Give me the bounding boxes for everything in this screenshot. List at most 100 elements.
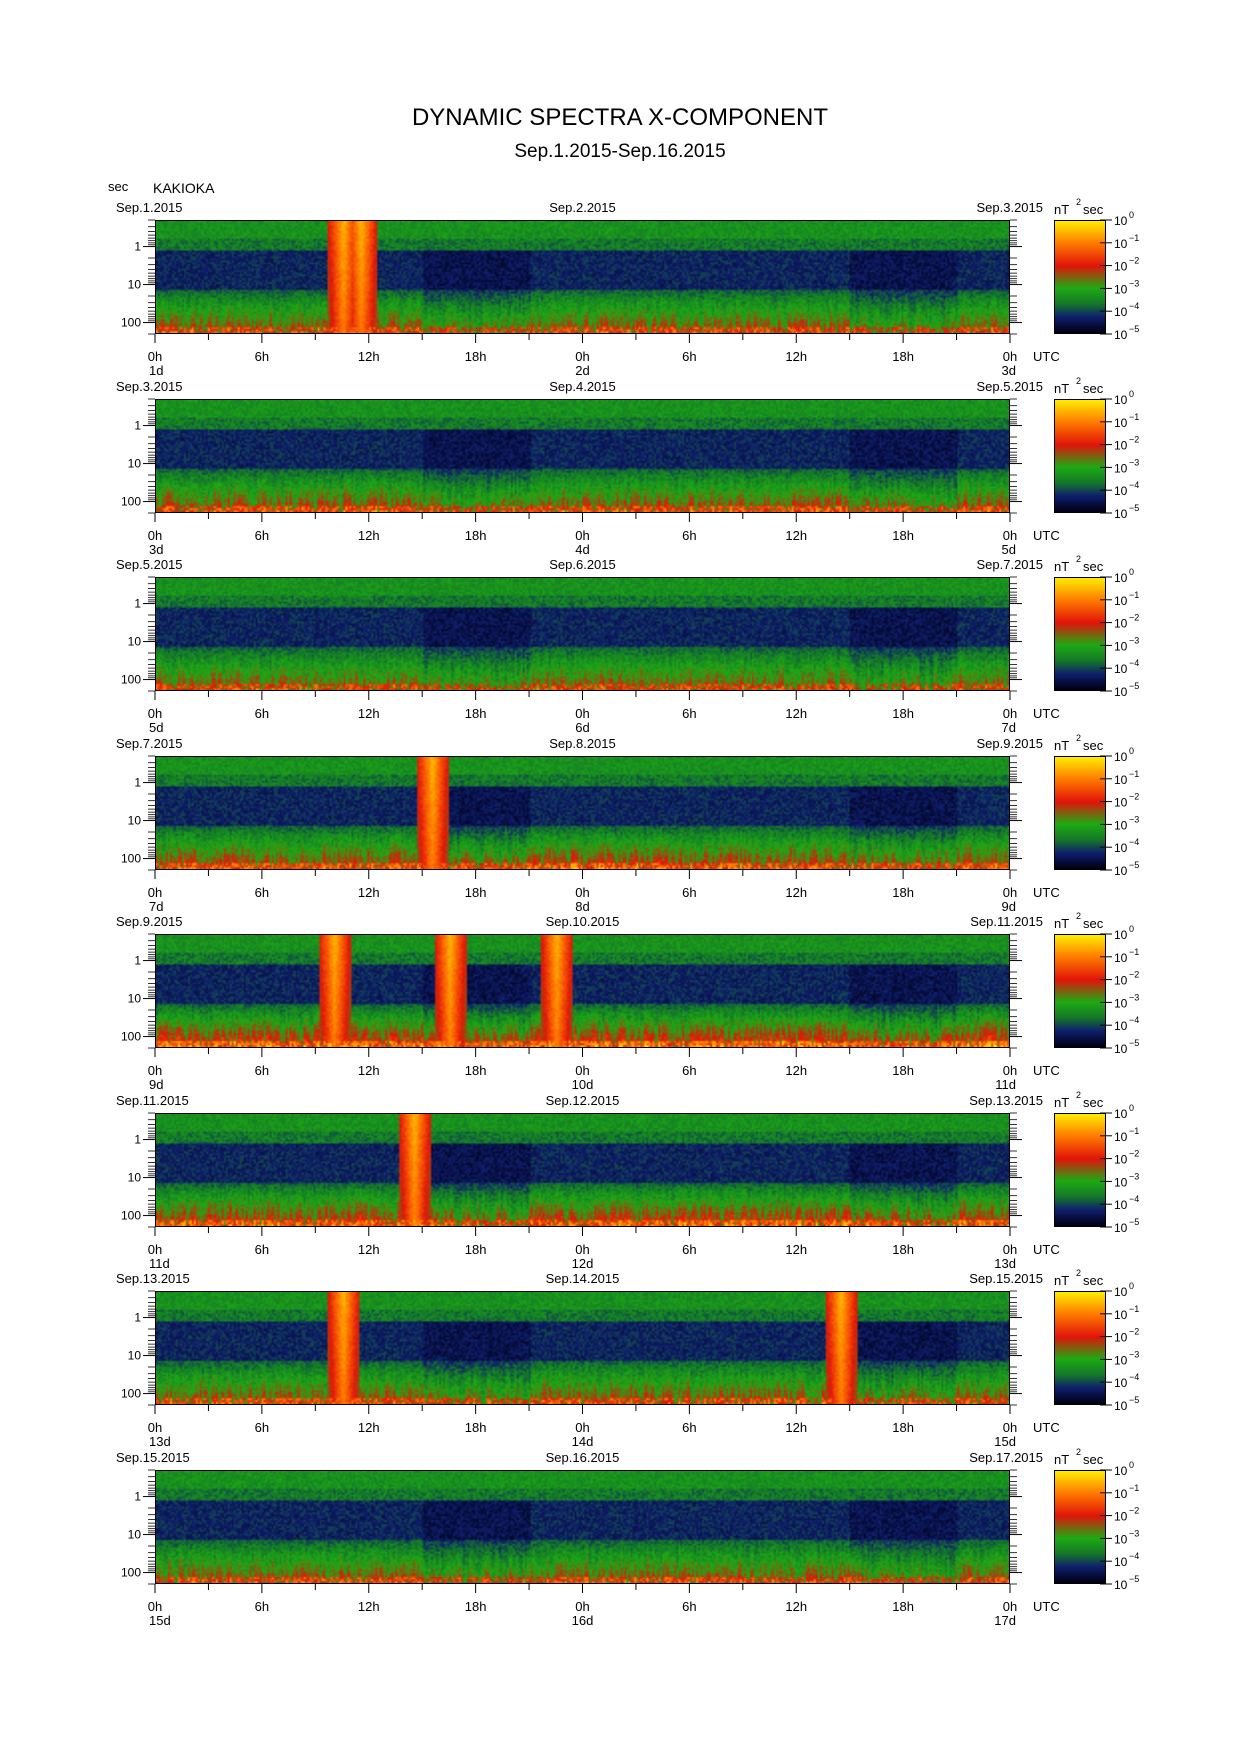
x-tick-label: 6h	[682, 349, 696, 364]
x-tick-label: 18h	[465, 1242, 487, 1257]
colorbar-tick-exponent: −1	[1129, 1125, 1139, 1135]
spectra-panel: Sep.3.2015 Sep.4.2015 Sep.5.2015 nT 2 sec 1 10 1…	[0, 359, 1240, 557]
x-tick-label: 0h	[575, 1063, 589, 1078]
colorbar-tick-label: 10	[1114, 260, 1128, 274]
date-mid-label: Sep.2.2015	[549, 200, 616, 215]
colorbar-unit-suffix: sec	[1083, 559, 1104, 574]
colorbar-unit-exponent: 2	[1076, 197, 1081, 207]
colorbar-tick-label: 10	[1114, 1221, 1128, 1235]
colorbar-tick-label: 10	[1114, 1353, 1128, 1367]
y-tick-label: 10	[128, 1527, 142, 1541]
colorbar-tick-exponent: −2	[1129, 613, 1139, 623]
colorbar-unit-exponent: 2	[1076, 733, 1081, 743]
x-tick-label: 18h	[465, 528, 487, 543]
colorbar-tick-label: 10	[1114, 507, 1128, 521]
date-end-label: Sep.17.2015	[969, 1450, 1043, 1465]
date-mid-label: Sep.10.2015	[546, 914, 620, 929]
date-start-label: Sep.15.2015	[116, 1450, 190, 1465]
x-tick-label: 6h	[255, 1420, 269, 1435]
colorbar-tick-label: 10	[1114, 1399, 1128, 1413]
colorbar-tick-exponent: −4	[1129, 1194, 1139, 1204]
colorbar-tick-exponent: 0	[1129, 1281, 1134, 1291]
date-mid-label: Sep.4.2015	[549, 379, 616, 394]
day-mid-label: 10d	[572, 1077, 594, 1092]
colorbar-tick-label: 10	[1114, 282, 1128, 296]
colorbar-tick-exponent: 0	[1129, 924, 1134, 934]
date-end-label: Sep.5.2015	[976, 379, 1043, 394]
colorbar-tick-exponent: −4	[1129, 1551, 1139, 1561]
x-axis-utc-label: UTC	[1033, 528, 1060, 543]
colorbar-tick-exponent: −5	[1129, 1217, 1139, 1227]
colorbar-tick-exponent: −5	[1129, 1038, 1139, 1048]
colorbar-tick-exponent: −2	[1129, 1148, 1139, 1158]
colorbar-unit-suffix: sec	[1083, 1273, 1104, 1288]
colorbar	[1054, 220, 1106, 334]
colorbar-tick-exponent: −4	[1129, 658, 1139, 668]
date-start-label: Sep.11.2015	[116, 1093, 189, 1108]
x-axis-utc-label: UTC	[1033, 1063, 1060, 1078]
colorbar-tick-label: 10	[1114, 571, 1128, 585]
colorbar-tick-label: 10	[1114, 1532, 1128, 1546]
x-tick-label: 18h	[892, 1599, 914, 1614]
panel-axes: Sep.5.2015 Sep.6.2015 Sep.7.2015 nT 2 sec 1 10 1…	[116, 554, 1139, 735]
y-tick-label: 10	[128, 1349, 142, 1363]
x-tick-label: 0h	[1003, 706, 1017, 721]
y-tick-label: 100	[121, 1030, 141, 1044]
spectrogram	[155, 934, 1010, 1048]
x-tick-label: 12h	[358, 706, 380, 721]
x-tick-label: 0h	[148, 1242, 162, 1257]
date-end-label: Sep.7.2015	[976, 557, 1043, 572]
colorbar-unit-suffix: sec	[1083, 202, 1104, 217]
x-tick-label: 0h	[1003, 1242, 1017, 1257]
x-tick-label: 12h	[358, 1599, 380, 1614]
colorbar-tick-exponent: −3	[1129, 1349, 1139, 1359]
colorbar-tick-exponent: −1	[1129, 1304, 1139, 1314]
day-start-label: 15d	[149, 1613, 171, 1628]
colorbar-tick-label: 10	[1114, 617, 1128, 631]
colorbar	[1054, 755, 1106, 870]
colorbar-tick-exponent: −4	[1129, 480, 1139, 490]
day-end-label: 7d	[1002, 720, 1016, 735]
day-start-label: 11d	[149, 1256, 170, 1271]
x-tick-label: 0h	[1003, 1420, 1017, 1435]
x-tick-label: 18h	[465, 706, 487, 721]
y-tick-label: 1	[134, 1311, 141, 1325]
x-tick-label: 0h	[148, 1420, 162, 1435]
date-end-label: Sep.11.2015	[970, 914, 1043, 929]
colorbar-tick-label: 10	[1114, 662, 1128, 676]
x-tick-label: 12h	[785, 1420, 807, 1435]
x-tick-label: 12h	[785, 349, 807, 364]
colorbar-unit-suffix: sec	[1083, 916, 1104, 931]
colorbar-tick-label: 10	[1114, 639, 1128, 653]
x-tick-label: 12h	[785, 1599, 807, 1614]
day-mid-label: 4d	[575, 542, 589, 557]
panel-axes: Sep.7.2015 Sep.8.2015 Sep.9.2015 nT 2 sec 1 10 1…	[116, 733, 1139, 914]
colorbar-tick-label: 10	[1114, 1285, 1128, 1299]
chart-subtitle: Sep.1.2015-Sep.16.2015	[514, 141, 726, 162]
colorbar-unit-label: nT	[1054, 1452, 1069, 1467]
y-tick-label: 1	[134, 1132, 141, 1146]
colorbar-tick-label: 10	[1114, 305, 1128, 319]
x-tick-label: 6h	[682, 706, 696, 721]
colorbar-tick-exponent: −2	[1129, 1505, 1139, 1515]
colorbar-tick-exponent: 0	[1129, 389, 1134, 399]
x-axis-utc-label: UTC	[1033, 1420, 1060, 1435]
x-tick-label: 6h	[255, 1599, 269, 1614]
x-axis-utc-label: UTC	[1033, 885, 1060, 900]
colorbar-tick-exponent: −3	[1129, 457, 1139, 467]
panel-axes: Sep.3.2015 Sep.4.2015 Sep.5.2015 nT 2 sec 1 10 1…	[116, 376, 1139, 557]
colorbar-tick-exponent: −3	[1129, 1171, 1139, 1181]
colorbar-tick-exponent: 0	[1129, 567, 1134, 577]
x-tick-label: 0h	[148, 1599, 162, 1614]
y-tick-label: 1	[134, 775, 141, 789]
colorbar	[1054, 577, 1106, 691]
date-end-label: Sep.13.2015	[969, 1093, 1043, 1108]
colorbar-tick-exponent: −3	[1129, 635, 1139, 645]
colorbar-tick-exponent: 0	[1129, 210, 1134, 220]
x-tick-label: 12h	[358, 1420, 380, 1435]
y-tick-label: 10	[128, 456, 142, 470]
colorbar-tick-label: 10	[1114, 1555, 1128, 1569]
colorbar-unit-label: nT	[1054, 559, 1069, 574]
colorbar-tick-exponent: −2	[1129, 1327, 1139, 1337]
date-end-label: Sep.15.2015	[969, 1271, 1043, 1286]
